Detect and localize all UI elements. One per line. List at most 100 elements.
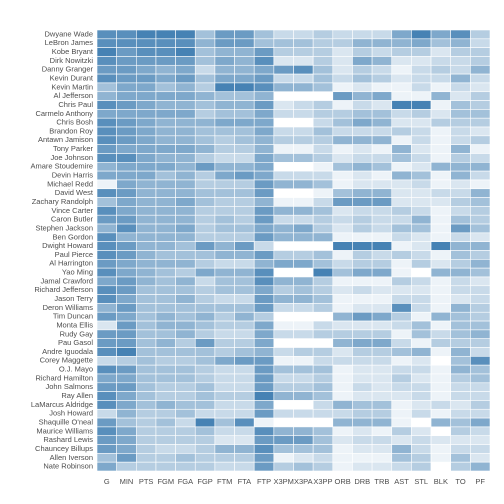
tile	[450, 241, 471, 251]
tile	[371, 91, 393, 101]
tile	[155, 29, 176, 40]
tile	[136, 417, 157, 428]
tile	[391, 64, 412, 75]
tile	[312, 153, 334, 163]
tile	[411, 223, 432, 234]
row-label: Ray Allen	[61, 391, 93, 400]
tile	[450, 426, 471, 437]
tile	[175, 47, 196, 57]
tile	[96, 117, 117, 128]
tile	[116, 64, 137, 75]
tile	[430, 162, 451, 172]
tile	[96, 153, 117, 163]
tile	[450, 250, 471, 260]
tile	[194, 91, 216, 101]
tile	[332, 408, 353, 419]
tile	[155, 303, 176, 313]
tile	[391, 29, 412, 40]
tile	[253, 391, 275, 401]
tile	[116, 179, 137, 190]
tile	[234, 82, 255, 93]
tile	[312, 444, 334, 454]
tile	[214, 329, 235, 340]
tile	[450, 461, 471, 472]
tile	[352, 382, 373, 392]
tile	[234, 259, 255, 269]
tile	[234, 170, 255, 181]
tile	[332, 461, 353, 472]
column-label: FTP	[257, 477, 271, 486]
tile	[175, 435, 196, 445]
tile	[371, 426, 393, 437]
tile	[96, 408, 117, 419]
tile	[411, 356, 432, 366]
tile	[175, 29, 196, 40]
tile	[352, 338, 373, 348]
tile	[273, 276, 294, 287]
tile	[411, 64, 432, 75]
tile	[293, 241, 314, 251]
tile	[371, 267, 393, 278]
tile	[430, 73, 451, 84]
tile	[371, 162, 393, 172]
tile	[155, 241, 176, 251]
tile	[175, 303, 196, 313]
tile	[273, 232, 294, 242]
tile	[116, 135, 137, 145]
tile	[391, 56, 412, 66]
tile	[411, 153, 432, 163]
tile	[96, 364, 117, 375]
tile	[194, 320, 216, 331]
tile	[352, 153, 373, 163]
tile	[136, 162, 157, 172]
tile	[430, 232, 451, 242]
row-label: Dwight Howard	[42, 241, 93, 250]
tile	[411, 400, 432, 410]
tile	[136, 73, 157, 84]
tile	[450, 73, 471, 84]
tile	[430, 206, 451, 216]
tile	[194, 135, 216, 145]
tile	[450, 38, 471, 48]
tile	[116, 444, 137, 454]
tile	[430, 109, 451, 119]
tile	[430, 259, 451, 269]
tile	[96, 329, 117, 340]
tile	[371, 64, 393, 75]
tile	[470, 311, 491, 322]
tile	[175, 232, 196, 242]
tile	[175, 400, 196, 410]
row-label: Paul Pierce	[55, 250, 93, 259]
tile	[96, 47, 117, 57]
tile	[391, 170, 412, 181]
tile	[96, 250, 117, 260]
tile	[96, 320, 117, 331]
tile	[155, 364, 176, 375]
tile	[253, 144, 275, 154]
tile	[293, 64, 314, 75]
tile	[116, 206, 137, 216]
tile	[253, 435, 275, 445]
tile	[430, 347, 451, 357]
column-label: PTS	[139, 477, 154, 486]
tile	[430, 56, 451, 66]
tile	[332, 391, 353, 401]
tile	[391, 356, 412, 366]
tile	[470, 320, 491, 331]
tile	[234, 338, 255, 348]
tile	[96, 100, 117, 110]
tile	[332, 311, 353, 322]
tile	[155, 417, 176, 428]
tile	[273, 162, 294, 172]
tile	[155, 285, 176, 295]
tile	[332, 294, 353, 304]
tile	[450, 100, 471, 110]
tile	[391, 162, 412, 172]
tile	[175, 223, 196, 234]
tile	[352, 250, 373, 260]
tile	[273, 356, 294, 366]
tile	[430, 153, 451, 163]
tile	[411, 338, 432, 348]
tile	[312, 223, 334, 234]
tile	[470, 435, 491, 445]
